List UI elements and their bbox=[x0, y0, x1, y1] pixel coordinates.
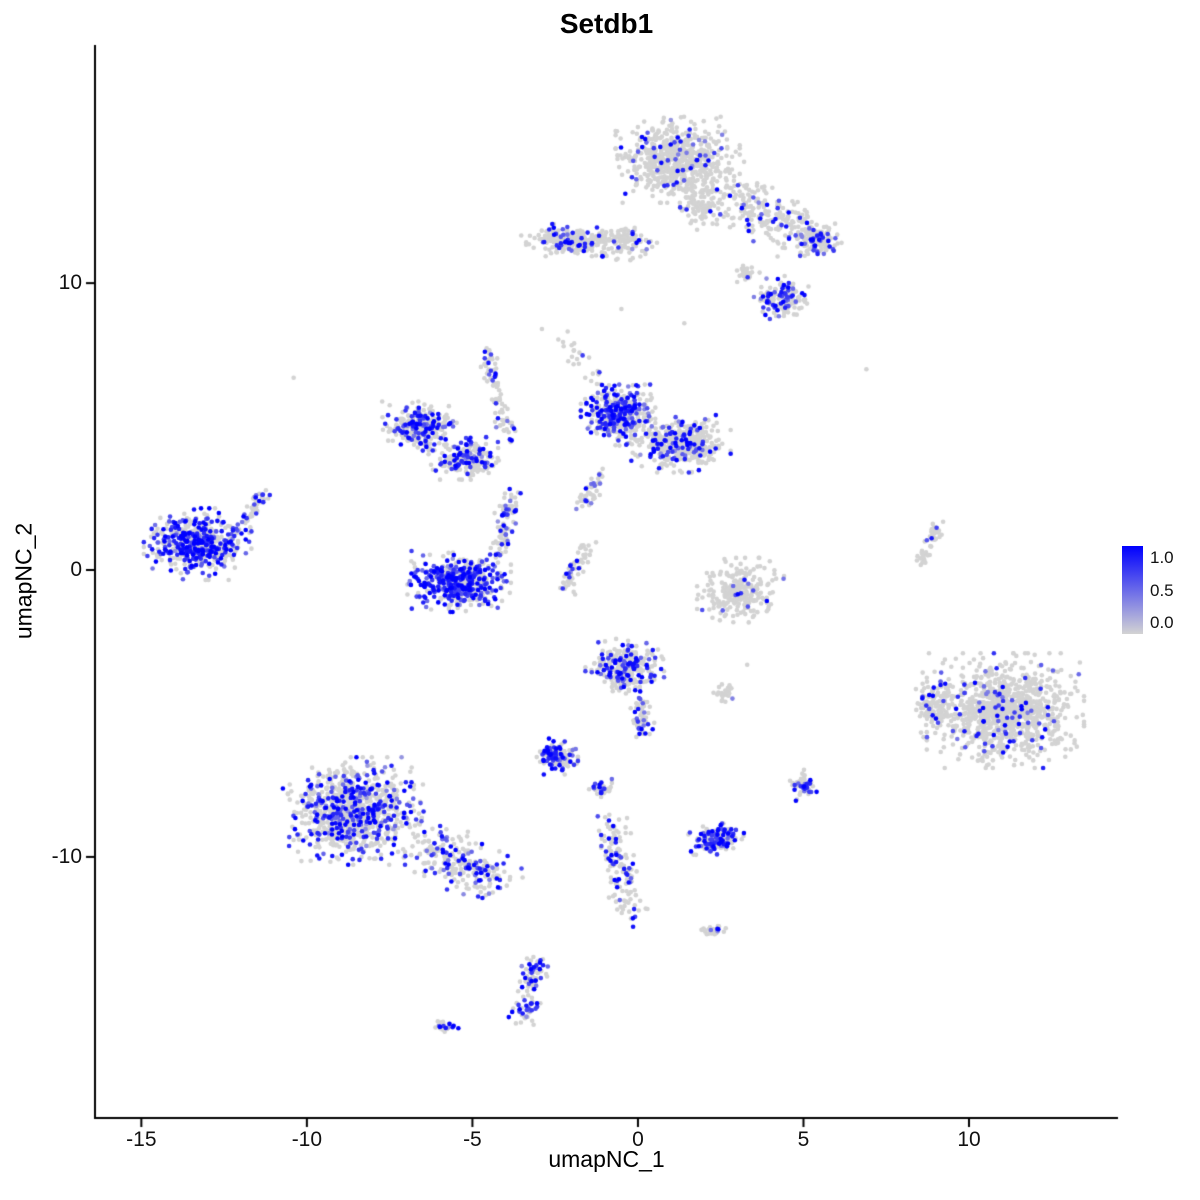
y-tick-label: -10 bbox=[51, 844, 82, 868]
x-tick-label: 5 bbox=[797, 1128, 810, 1151]
legend-tick-high: 1.0 bbox=[1150, 548, 1174, 567]
legend-tick-mid: 0.5 bbox=[1150, 580, 1174, 600]
x-tick-label: -5 bbox=[463, 1128, 482, 1151]
legend-colorbar-group: 1.0 0.5 0.0 bbox=[1122, 546, 1174, 634]
x-tick-label: 10 bbox=[957, 1128, 981, 1151]
y-tick-label: 10 bbox=[58, 271, 82, 295]
x-tick-label: -10 bbox=[291, 1128, 323, 1151]
legend-colorbar bbox=[1122, 546, 1143, 634]
legend-tick-labels: 1.0 0.5 0.0 bbox=[1150, 546, 1174, 634]
x-tick-label: 0 bbox=[632, 1128, 644, 1151]
legend-tick-low: 0.0 bbox=[1150, 613, 1174, 632]
y-tick-label: 0 bbox=[70, 558, 82, 582]
x-axis-label: umapNC_1 bbox=[548, 1146, 665, 1172]
plot-title: Setdb1 bbox=[559, 8, 654, 39]
x-tick-label: -15 bbox=[126, 1128, 157, 1151]
